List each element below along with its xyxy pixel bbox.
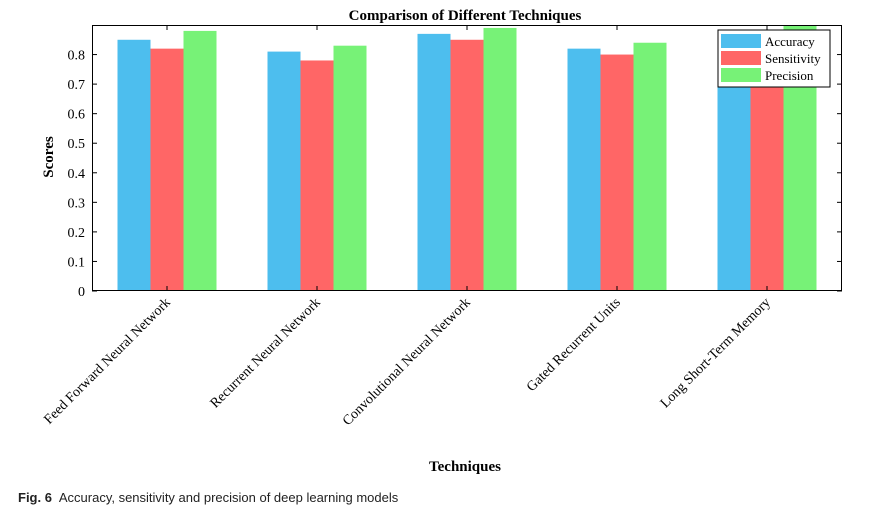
bar-sensitivity-4 [600,54,634,291]
bar-accuracy-2 [267,51,301,291]
bars-group [117,25,817,291]
y-axis-label: Scores [41,136,57,178]
legend-swatch [721,34,761,48]
y-tick-label: 0.4 [68,167,86,182]
x-tick-label: Convolutional Neural Network [340,295,474,429]
x-tick-label: Gated Recurrent Units [524,295,624,395]
x-tick-label: Long Short-Term Memory [658,295,774,411]
legend-label: Precision [765,68,814,83]
chart-title: Comparison of Different Techniques [349,8,582,24]
bar-precision-4 [633,42,667,291]
y-tick-label: 0.1 [68,255,86,270]
y-tick-label: 0.7 [68,78,86,93]
figure-caption: Fig. 6 Accuracy, sensitivity and precisi… [18,490,398,505]
y-tick-label: 0 [78,285,85,300]
y-axis: 0 0.1 0.2 0.3 0.4 0.5 0.6 0.7 0.8 [68,49,842,300]
y-tick-label: 0.8 [68,49,86,64]
bar-chart: 0 0.1 0.2 0.3 0.4 0.5 0.6 0.7 0.8 Feed Forward N… [41,8,842,475]
x-tick-label: Feed Forward Neural Network [41,295,173,427]
bar-precision-1 [183,30,217,291]
y-tick-label: 0.2 [68,226,86,241]
bar-sensitivity-3 [450,39,484,291]
y-tick-label: 0.6 [68,108,86,123]
bar-accuracy-4 [567,48,601,291]
bar-sensitivity-2 [300,60,334,291]
bar-accuracy-1 [117,39,151,291]
bar-sensitivity-1 [150,48,184,291]
bar-precision-2 [333,45,367,291]
y-tick-label: 0.5 [68,137,86,152]
y-tick-label: 0.3 [68,196,86,211]
caption-text: Accuracy, sensitivity and precision of d… [58,490,399,505]
x-tick-label: Recurrent Neural Network [208,295,324,411]
bar-accuracy-3 [417,33,451,291]
legend: Accuracy Sensitivity Precision [717,29,831,88]
legend-swatch [721,68,761,82]
x-axis-label: Techniques [429,459,501,475]
legend-swatch [721,51,761,65]
legend-label: Sensitivity [765,51,821,66]
legend-label: Accuracy [765,34,815,49]
bar-precision-3 [483,27,517,291]
caption-label: Fig. 6 [18,490,52,505]
